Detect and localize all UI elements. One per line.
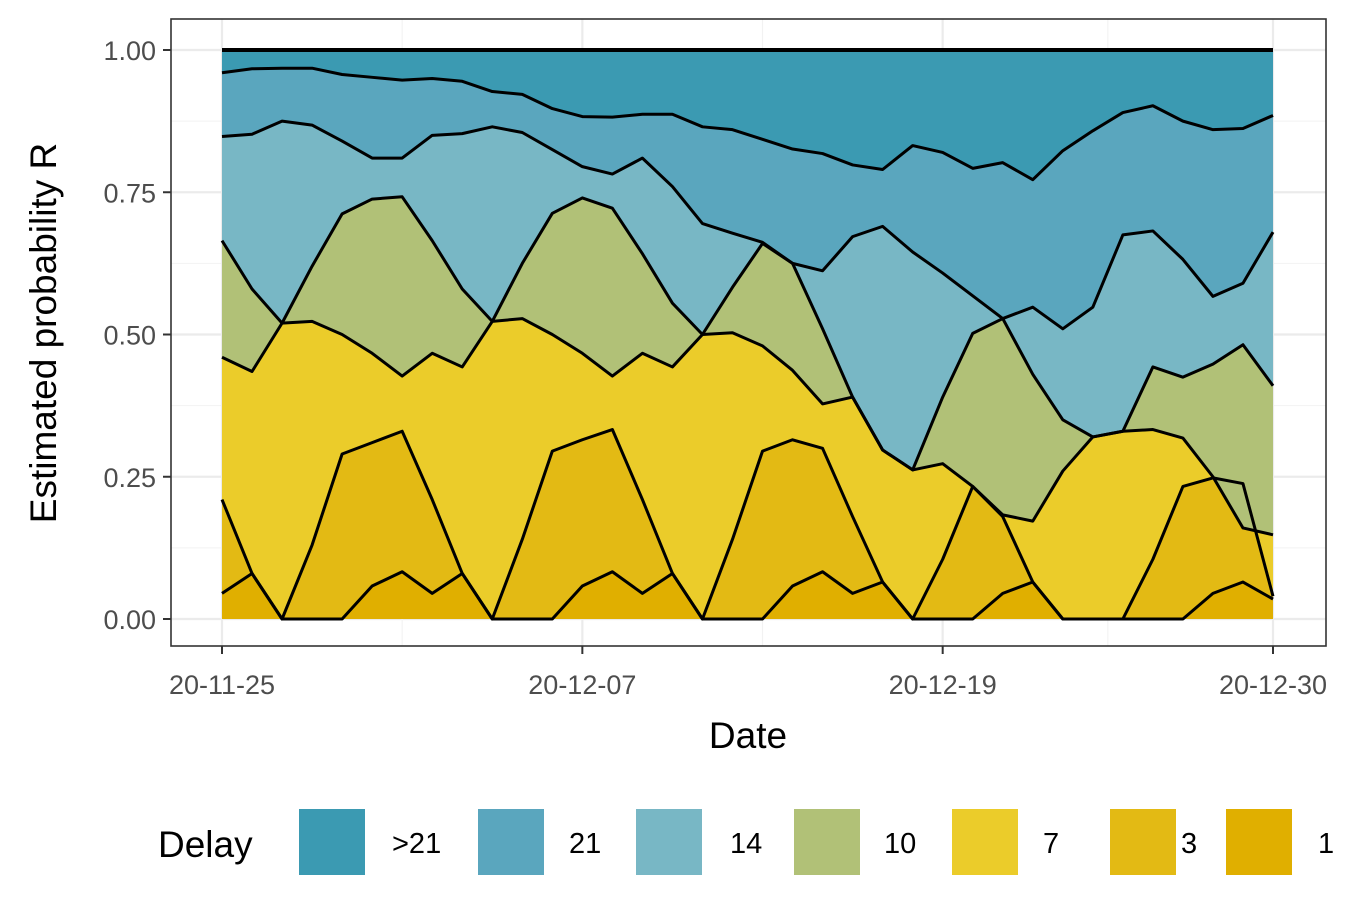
y-axis-title: Estimated probability R [23,143,64,523]
legend-key [636,809,702,875]
legend-key [478,809,544,875]
area-delay-1 [222,571,1273,619]
y-tick-label: 0.25 [103,463,156,493]
legend-label: 10 [884,828,916,860]
legend-label: 21 [569,828,601,860]
legend-label: 1 [1318,828,1334,860]
x-tick-label: 20-11-25 [169,670,275,700]
boundary-line-3 [220,428,1275,621]
legend-key [794,809,860,875]
legend-label: 14 [730,828,762,860]
legend-label: 7 [1043,828,1059,860]
legend-key [952,809,1018,875]
y-tick-label: 1.00 [103,36,156,66]
area-layers [222,50,1273,619]
y-tick-label: 0.50 [103,321,156,351]
legend-key [1110,809,1176,875]
x-tick-label: 20-12-19 [889,670,997,700]
area-delay-21 [222,68,1273,329]
x-axis-title: Date [709,715,787,756]
y-tick-label: 0.75 [103,178,156,208]
x-tick-label: 20-12-30 [1219,670,1327,700]
area-delay-7 [222,318,1273,619]
legend-title: Delay [158,824,253,865]
legend-label: >21 [392,828,441,860]
plot-panel-border [170,18,1327,647]
area-delay-gt21 [222,50,1273,180]
boundary-line-10 [220,195,1275,472]
area-delay-14 [222,121,1273,470]
legend-label: 3 [1181,828,1197,860]
boundary-lines [220,48,1275,621]
x-tick-label: 20-12-07 [528,670,636,700]
y-tick-label: 0.00 [103,605,156,635]
boundary-line-21 [221,66,1274,182]
x-axis: 20-11-25 20-12-07 20-12-19 20-12-30 [169,646,1327,700]
boundary-line-14 [221,119,1275,331]
legend: Delay >21 21 14 10 7 3 1 [158,809,1334,875]
area-delay-3 [222,429,1273,619]
y-axis: 0.00 0.25 0.50 0.75 1.00 [103,36,171,635]
legend-key [1226,809,1292,875]
legend-key [299,809,365,875]
area-delay-10 [222,196,1273,535]
